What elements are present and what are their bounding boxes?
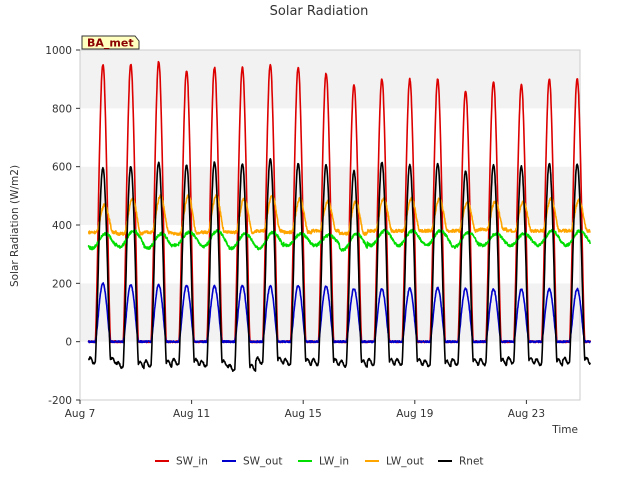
y-tick-label: 800 xyxy=(52,103,72,115)
legend-label: LW_in xyxy=(319,456,349,468)
site-badge: BA_met xyxy=(81,35,140,50)
y-tick-label: 200 xyxy=(52,278,72,290)
x-axis: Aug 7 Aug 11 Aug 15 Aug 19 Aug 23 xyxy=(65,400,545,420)
y-tick-label: 600 xyxy=(52,162,72,174)
grid-band xyxy=(80,50,580,109)
y-axis: -200 0 200 400 600 800 1000 xyxy=(45,45,80,407)
y-tick-label: 0 xyxy=(65,337,72,349)
legend-label: SW_in xyxy=(176,456,208,468)
chart-title: Solar Radiation xyxy=(270,4,369,19)
series-line-sw-out xyxy=(87,282,592,344)
x-tick-label: Aug 23 xyxy=(508,408,545,420)
legend-label: SW_out xyxy=(243,456,283,468)
grid-band xyxy=(80,341,580,400)
legend: SW_in SW_out LW_in LW_out Rnet xyxy=(155,456,484,468)
series-line-lw-in xyxy=(87,228,592,252)
x-tick-label: Aug 7 xyxy=(65,408,96,420)
y-tick-label: -200 xyxy=(48,395,72,407)
series-line-lw-out xyxy=(87,193,591,236)
y-axis-title: Solar Radiation (W/m2) xyxy=(9,165,21,287)
legend-label: Rnet xyxy=(459,456,484,468)
x-tick-label: Aug 19 xyxy=(396,408,433,420)
site-badge-label: BA_met xyxy=(87,37,134,50)
x-axis-title: Time xyxy=(551,424,578,436)
series-line-rnet xyxy=(87,158,591,372)
x-tick-label: Aug 11 xyxy=(173,408,210,420)
y-tick-label: 400 xyxy=(52,220,72,232)
y-tick-label: 1000 xyxy=(45,45,72,57)
series-lines xyxy=(87,60,592,372)
legend-label: LW_out xyxy=(386,456,424,468)
x-tick-label: Aug 15 xyxy=(285,408,322,420)
